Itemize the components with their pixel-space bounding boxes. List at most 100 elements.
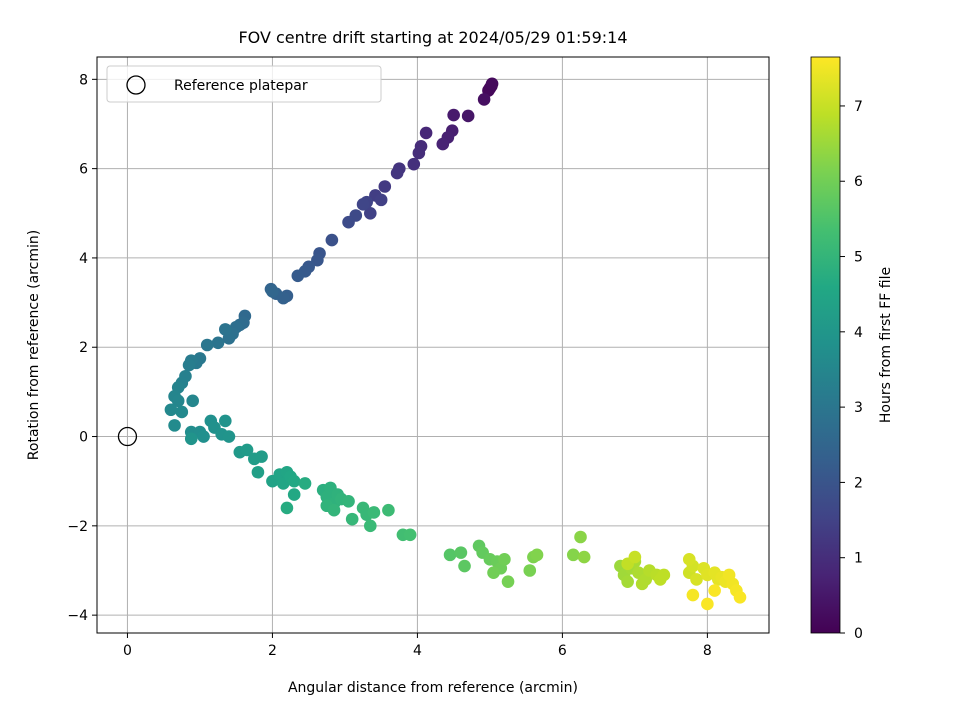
data-point [164, 403, 178, 417]
data-point [382, 503, 395, 517]
x-tick-label: 0 [123, 643, 132, 659]
x-tick-label: 2 [268, 643, 277, 659]
data-point [363, 206, 377, 220]
data-point [443, 548, 457, 562]
data-point [287, 488, 301, 501]
colorbar-tick-label: 3 [854, 400, 863, 416]
data-point [498, 553, 511, 566]
colorbar-tick-label: 0 [854, 626, 863, 642]
data-point [447, 108, 460, 122]
colorbar-tick-label: 6 [854, 174, 863, 190]
data-point [240, 443, 254, 457]
data-point [487, 566, 500, 580]
data-point [287, 474, 301, 488]
data-point [325, 233, 339, 247]
data-point [171, 394, 185, 408]
data-point [211, 336, 225, 350]
reference-point [117, 426, 138, 447]
data-point [219, 323, 232, 336]
data-point [574, 530, 587, 544]
data-point [168, 419, 181, 432]
colorbar-gradient [810, 56, 841, 634]
data-point [708, 584, 721, 597]
data-point [363, 519, 377, 533]
colorbar-tick-label: 7 [854, 99, 863, 115]
data-point [577, 550, 591, 564]
data-point [255, 450, 268, 463]
data-point [461, 109, 475, 123]
legend-label: Reference platepar [174, 78, 308, 94]
data-point [690, 573, 703, 586]
colorbar-ticks: 0 1 2 3 4 5 6 7 [840, 99, 863, 642]
y-tick-label: 6 [79, 162, 88, 178]
colorbar-tick-label: 5 [854, 250, 863, 266]
data-point [485, 77, 499, 91]
data-point [197, 430, 210, 443]
data-point [378, 180, 392, 193]
data-point [501, 575, 515, 588]
data-point [222, 430, 236, 443]
data-point [374, 193, 388, 207]
axis-ticks: 0 2 4 6 8 −4 −2 0 2 4 6 8 [67, 72, 711, 659]
data-point [182, 358, 196, 372]
data-point [327, 503, 341, 517]
y-tick-label: 4 [79, 251, 88, 267]
data-point [311, 253, 324, 267]
x-tick-label: 4 [413, 643, 422, 659]
grid [97, 57, 769, 633]
data-point [686, 588, 700, 602]
x-tick-label: 8 [703, 643, 712, 659]
y-tick-label: −2 [67, 519, 88, 535]
data-point [621, 575, 634, 588]
data-point [342, 215, 355, 229]
axes-frame [96, 56, 770, 634]
data-point [390, 166, 404, 180]
data-point [523, 564, 537, 577]
data-point [367, 506, 381, 519]
colorbar-label: Hours from first FF file [878, 267, 894, 423]
y-tick-label: 8 [79, 72, 88, 88]
data-point [682, 553, 696, 566]
data-point [251, 465, 265, 479]
x-axis-label: Angular distance from reference (arcmin) [288, 680, 578, 696]
plot-border [96, 56, 770, 634]
data-point [345, 512, 359, 526]
legend-box [106, 65, 382, 103]
colorbar-tick-label: 1 [854, 551, 863, 567]
data-point [657, 568, 671, 582]
data-point [628, 550, 642, 564]
data-point [356, 198, 370, 211]
y-axis-label: Rotation from reference (arcmin) [26, 230, 42, 460]
data-point [436, 137, 450, 151]
data-point [175, 405, 189, 419]
colorbar-tick-label: 2 [854, 475, 863, 491]
data-point [219, 414, 232, 428]
data-point [291, 269, 305, 283]
data-point [407, 157, 421, 171]
data-point [200, 338, 214, 352]
data-point [403, 528, 417, 542]
data-point [530, 548, 544, 562]
data-point [566, 548, 580, 562]
data-point [701, 597, 714, 611]
data-point [266, 285, 279, 298]
y-tick-label: −4 [67, 608, 88, 624]
x-tick-label: 6 [558, 643, 567, 659]
scatter-points [117, 77, 747, 611]
data-point [186, 394, 199, 408]
y-tick-label: 2 [79, 340, 88, 356]
legend: Reference platepar [106, 65, 382, 103]
data-point [454, 546, 468, 559]
data-point [419, 126, 433, 140]
data-point [733, 590, 747, 604]
data-point [298, 477, 312, 490]
chart-title: FOV centre drift starting at 2024/05/29 … [238, 28, 627, 47]
data-point [184, 432, 198, 446]
data-point [458, 559, 471, 573]
data-point [280, 501, 294, 515]
colorbar: 0 1 2 3 4 5 6 7 Hours from first FF file [810, 56, 894, 642]
colorbar-tick-label: 4 [854, 325, 863, 341]
data-point [477, 93, 491, 106]
legend-marker [126, 75, 146, 95]
